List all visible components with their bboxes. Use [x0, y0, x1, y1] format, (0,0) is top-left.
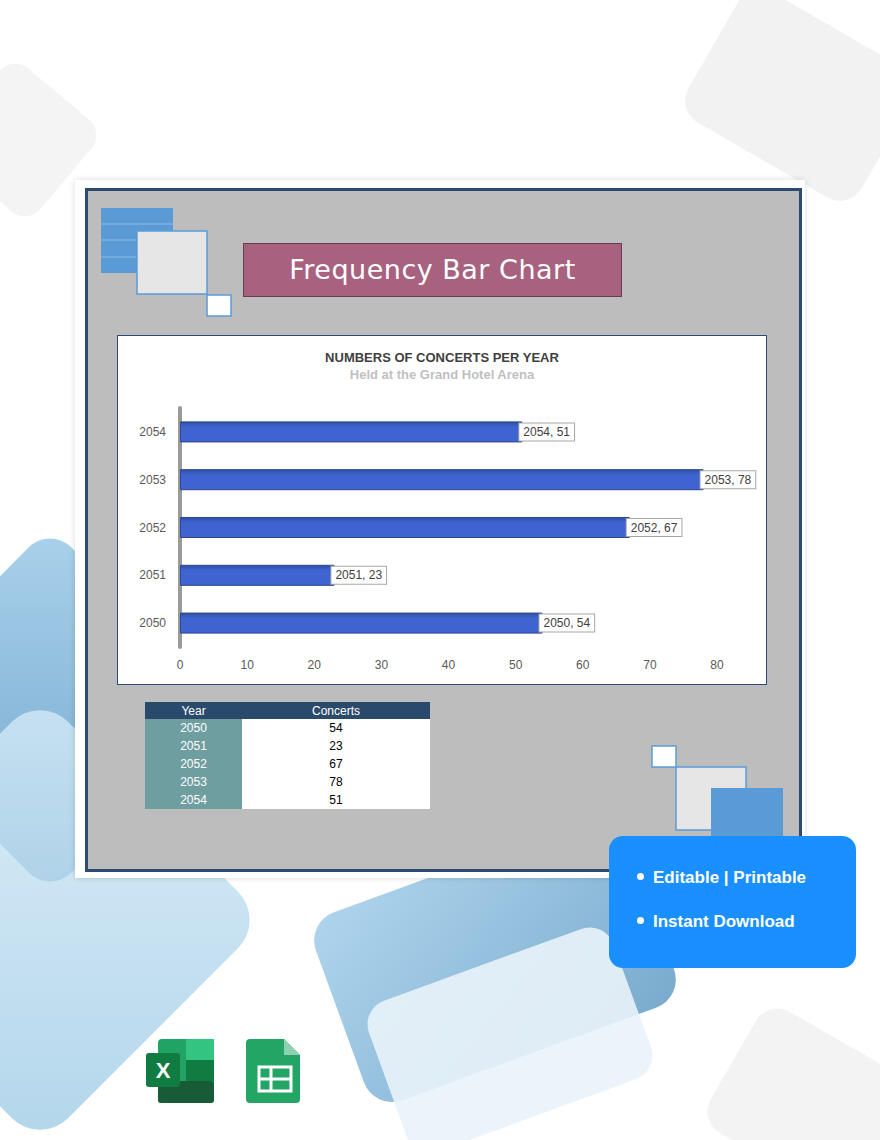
html-text:2054: 2054 — [180, 793, 207, 807]
html-text:54: 54 — [329, 721, 343, 735]
svg-text:Held at the Grand Hotel Arena: Held at the Grand Hotel Arena — [350, 367, 535, 382]
html-text:Instant Download: Instant Download — [653, 912, 795, 931]
html-text:23: 23 — [329, 739, 343, 753]
svg-text:2052, 67: 2052, 67 — [631, 521, 678, 535]
svg-text:40: 40 — [442, 658, 456, 672]
svg-text:2053, 78: 2053, 78 — [705, 473, 752, 487]
html-text:2052: 2052 — [180, 757, 207, 771]
svg-text:2050: 2050 — [139, 616, 166, 630]
svg-text:2051: 2051 — [139, 568, 166, 582]
svg-text:2051, 23: 2051, 23 — [335, 568, 382, 582]
html-text:2051: 2051 — [180, 739, 207, 753]
svg-text:2052: 2052 — [139, 521, 166, 535]
svg-text:2050, 54: 2050, 54 — [543, 616, 590, 630]
svg-text:2054: 2054 — [139, 425, 166, 439]
svg-text:60: 60 — [576, 658, 590, 672]
svg-text:0: 0 — [177, 658, 184, 672]
svg-text:10: 10 — [240, 658, 254, 672]
html-text:78: 78 — [329, 775, 343, 789]
svg-text:70: 70 — [643, 658, 657, 672]
svg-text:80: 80 — [710, 658, 724, 672]
html-text:51: 51 — [329, 793, 343, 807]
svg-text:2053: 2053 — [139, 473, 166, 487]
svg-text:20: 20 — [308, 658, 322, 672]
html-text:2053: 2053 — [180, 775, 207, 789]
svg-text:X: X — [156, 1058, 171, 1083]
svg-text:30: 30 — [375, 658, 389, 672]
html-text:67: 67 — [329, 757, 343, 771]
svg-text:50: 50 — [509, 658, 523, 672]
html-text:Editable | Printable: Editable | Printable — [653, 868, 807, 887]
svg-text:NUMBERS OF CONCERTS PER YEAR: NUMBERS OF CONCERTS PER YEAR — [325, 350, 559, 365]
html-text:Frequency Bar Chart: Frequency Bar Chart — [289, 254, 576, 285]
svg-text:2054, 51: 2054, 51 — [523, 425, 570, 439]
html-text:Concerts: Concerts — [312, 703, 360, 718]
html-text:Year: Year — [181, 703, 206, 718]
html-text:2050: 2050 — [180, 721, 207, 735]
